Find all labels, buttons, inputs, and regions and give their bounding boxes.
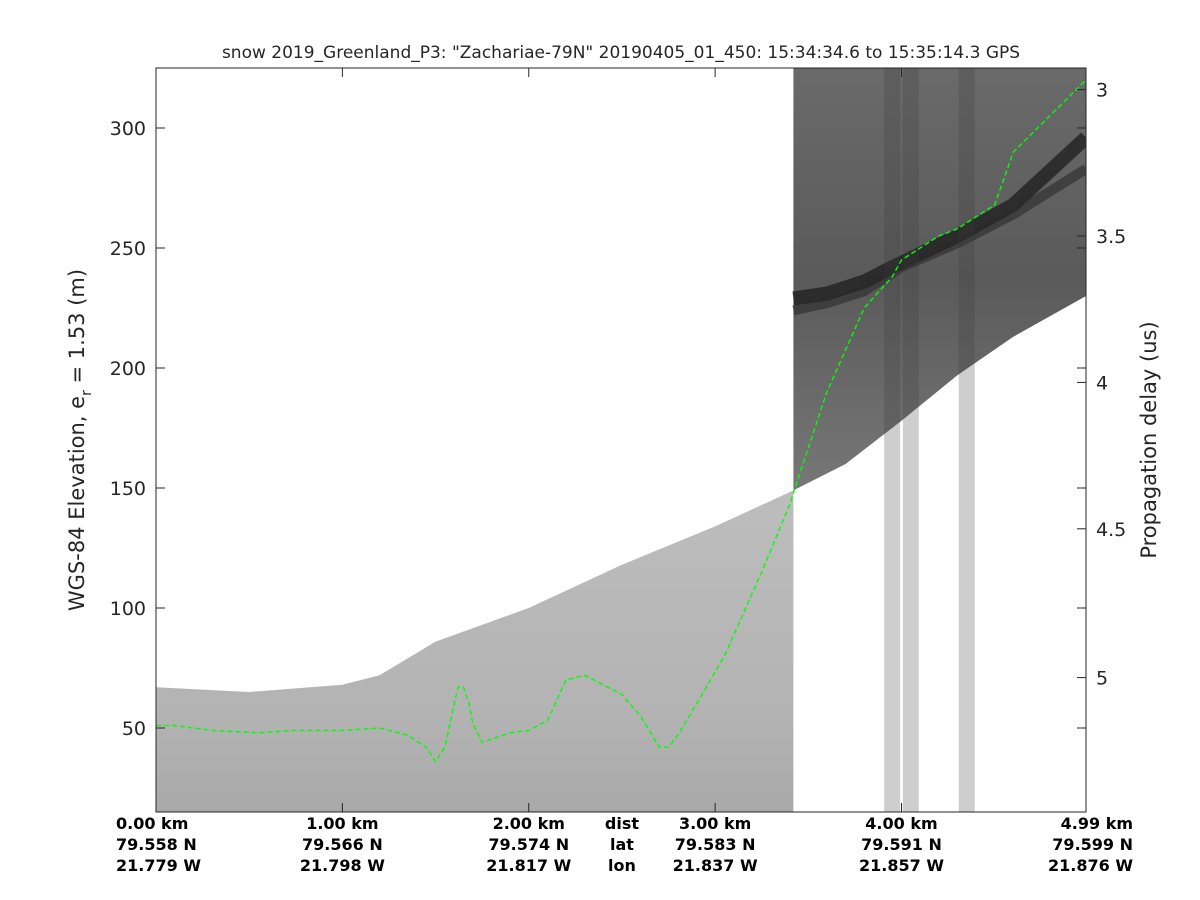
x-info-lon-value: 21.876 W (1048, 856, 1133, 875)
right-tick-label: 5 (1096, 668, 1108, 690)
left-axis-label-rest: = 1.53 (m) (65, 269, 89, 390)
left-y-axis: 50 100 150 200 250 300 (110, 118, 1086, 740)
x-info-dist-value: 2.00 km (493, 814, 565, 833)
x-info-lat-value: 79.566 N (302, 835, 383, 854)
x-info-lon-value: 21.857 W (859, 856, 944, 875)
x-info-lat-value: 79.583 N (675, 835, 756, 854)
x-axis-info: 0.00 km 79.558 N 21.779 W 1.00 km 79.566 N 21… (116, 68, 1133, 875)
plot-frame (155, 67, 1087, 813)
x-info-dist-value: 1.00 km (306, 814, 378, 833)
x-info-dist-value: 0.00 km (116, 814, 188, 833)
x-info-lon-value: 21.779 W (116, 856, 201, 875)
x-info-lat-value: 79.574 N (488, 835, 569, 854)
right-y-axis: 3 3.5 4 4.5 5 (1077, 80, 1126, 690)
x-info-dist-value: 4.00 km (865, 814, 937, 833)
x-info-lat-value: 79.591 N (861, 835, 942, 854)
left-tick-label: 250 (110, 238, 146, 260)
left-axis-label: WGS-84 Elevation, er = 1.53 (m) (65, 269, 95, 611)
lower-echogram-region (156, 490, 794, 812)
left-tick-label: 100 (110, 598, 146, 620)
x-info-lon-value: 21.837 W (673, 856, 758, 875)
right-tick-label: 3 (1096, 80, 1108, 102)
vertical-stripe (902, 68, 919, 812)
left-axis-label-main: WGS-84 Elevation, e (65, 396, 89, 611)
vertical-stripe (884, 68, 901, 812)
vertical-stripes (884, 68, 975, 812)
radar-image (156, 68, 1086, 812)
x-info-lat-value: 79.558 N (116, 835, 197, 854)
x-info-dist-value: 3.00 km (679, 814, 751, 833)
x-info-row-label: lat (610, 835, 634, 854)
x-info-row-label: lon (608, 856, 636, 875)
right-tick-label: 4.5 (1096, 519, 1126, 541)
left-tick-label: 150 (110, 478, 146, 500)
left-tick-label: 200 (110, 358, 146, 380)
dark-reflector-band (792, 132, 1086, 306)
x-info-dist-value: 4.99 km (1061, 814, 1133, 833)
x-info-lon-value: 21.798 W (300, 856, 385, 875)
right-tick-label: 4 (1096, 372, 1108, 394)
left-tick-label: 50 (122, 718, 146, 740)
x-info-row-label: dist (605, 814, 639, 833)
x-info-lon-value: 21.817 W (486, 856, 571, 875)
right-tick-label: 3.5 (1096, 226, 1126, 248)
chart-title: snow 2019_Greenland_P3: "Zachariae-79N" … (222, 43, 1020, 63)
left-tick-label: 300 (110, 118, 146, 140)
upper-echogram-region (793, 68, 1086, 491)
dark-reflector-band (792, 164, 1086, 316)
x-info-lat-value: 79.599 N (1052, 835, 1133, 854)
bed-pick-line (156, 79, 1086, 763)
left-axis-label-sub: r (79, 390, 95, 396)
right-axis-label: Propagation delay (us) (1137, 321, 1161, 558)
vertical-stripe (958, 68, 975, 812)
